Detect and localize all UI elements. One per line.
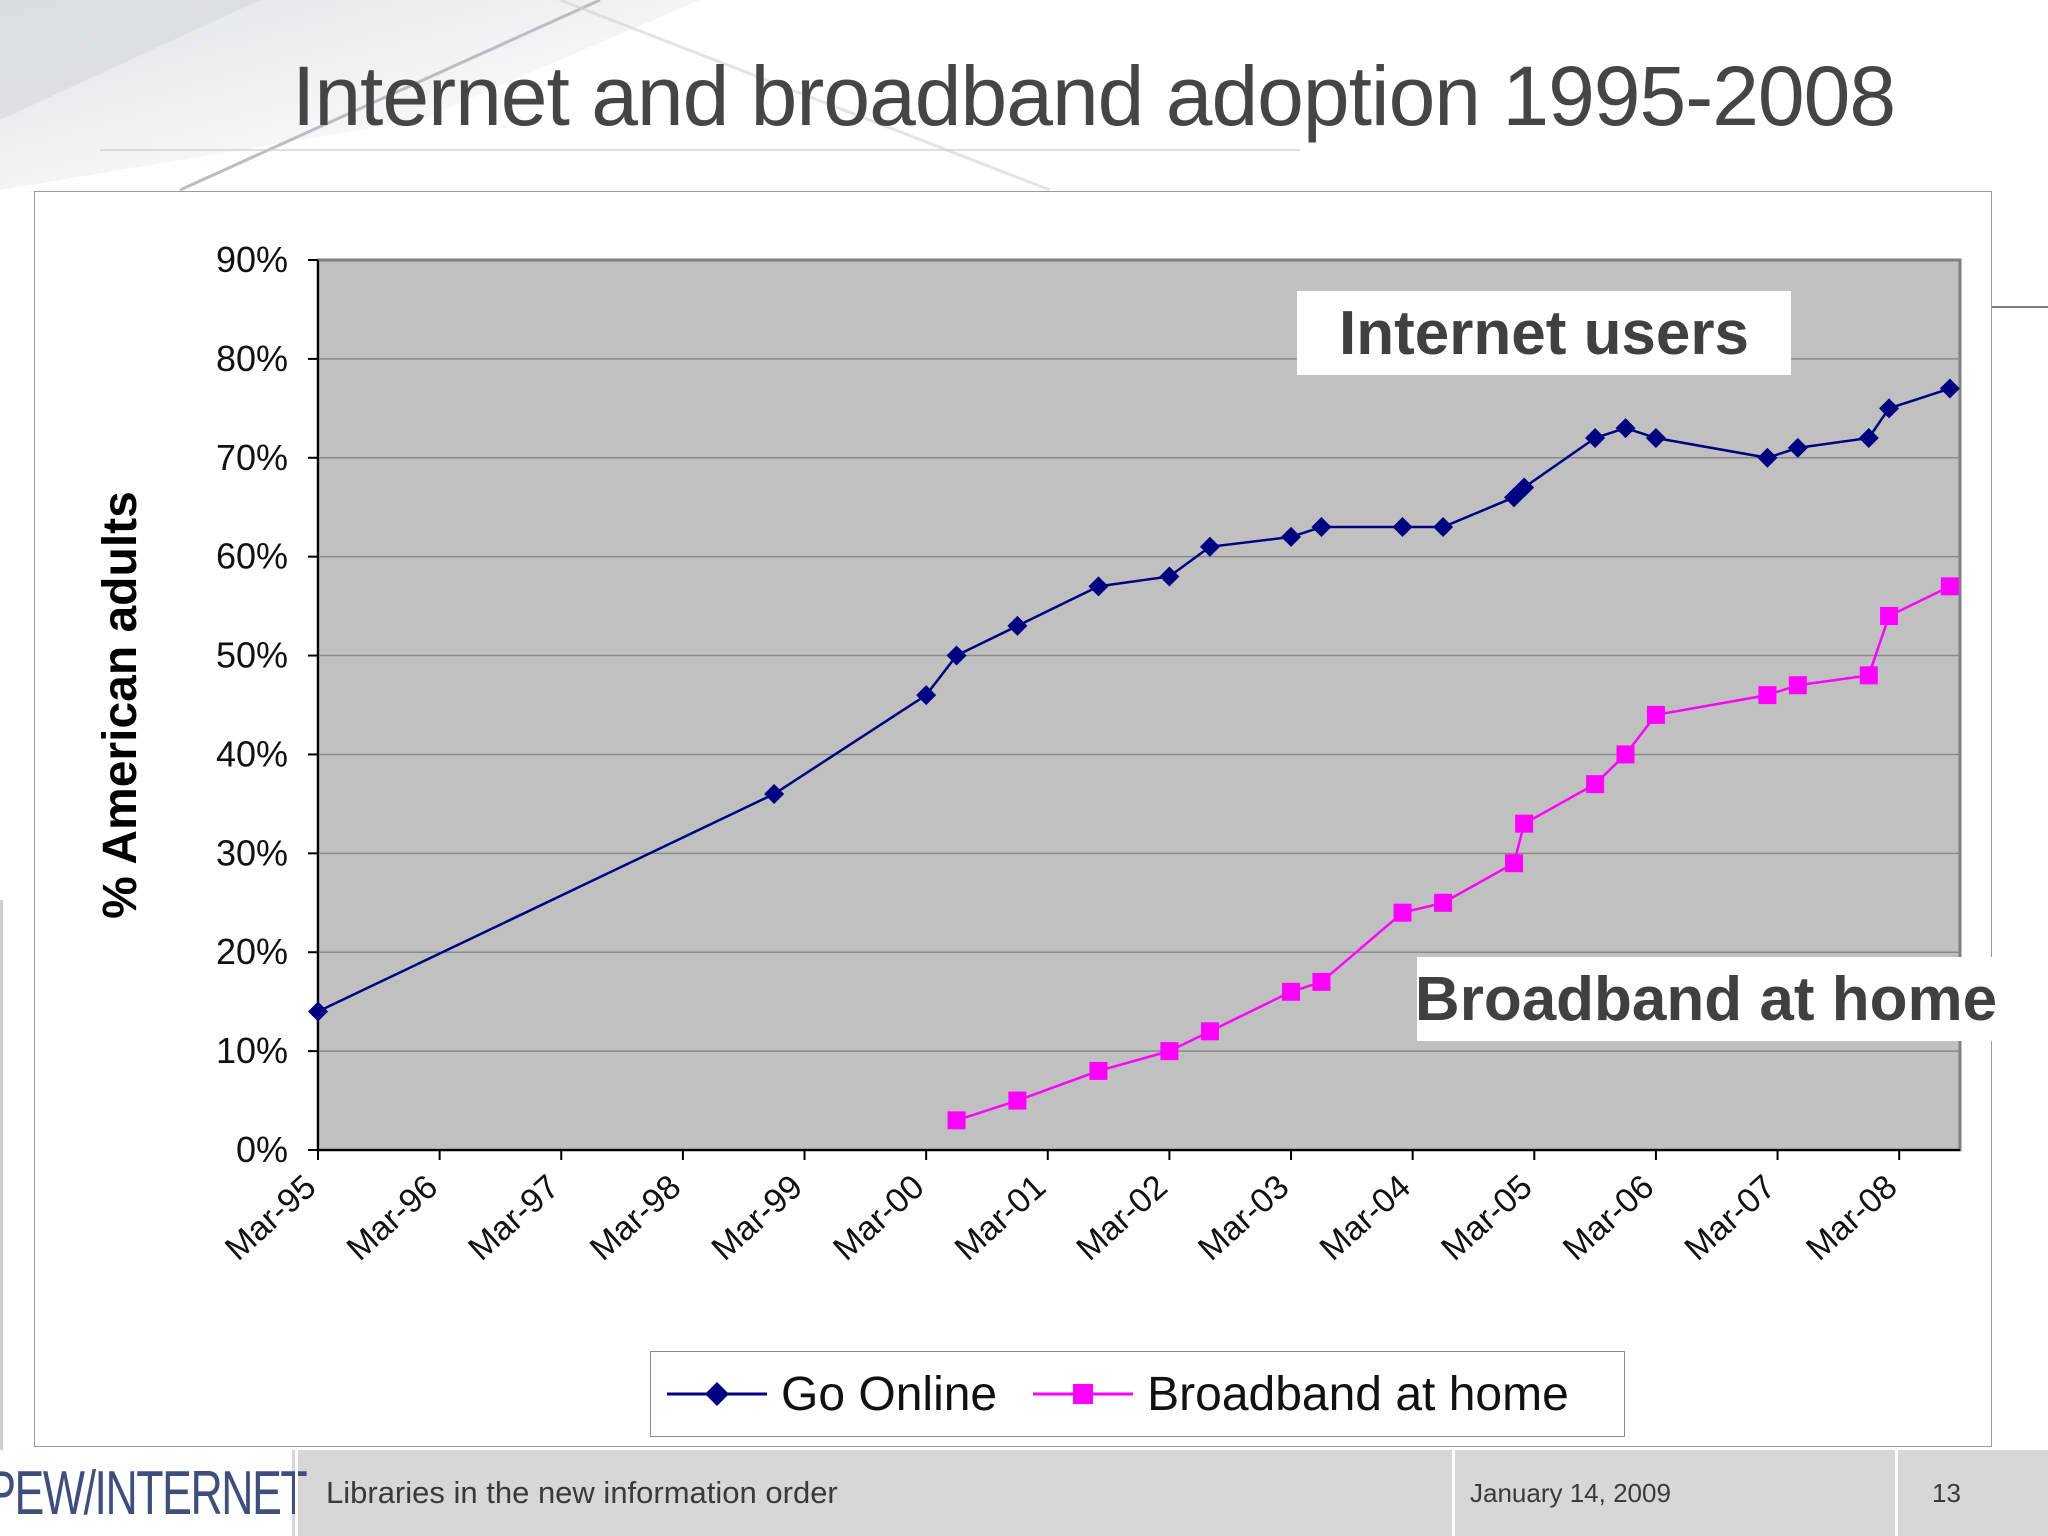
series-line-go-online xyxy=(317,387,1951,1013)
x-tick-label: Mar-01 xyxy=(948,1168,1053,1268)
legend-swatch-go-online xyxy=(667,1382,767,1406)
data-point-go-online xyxy=(1787,437,1808,458)
data-point-broadband xyxy=(1200,1022,1219,1041)
footer-divider xyxy=(1452,1450,1455,1536)
y-tick-label: 10% xyxy=(216,1030,288,1071)
x-tick-label: Mar-95 xyxy=(218,1168,323,1268)
broadband-at-home-callout: Broadband at home xyxy=(1415,957,1997,1041)
data-point-broadband xyxy=(1312,972,1331,991)
data-point-broadband xyxy=(1089,1061,1108,1080)
data-point-broadband xyxy=(1940,577,1959,596)
data-point-go-online xyxy=(1879,398,1900,419)
data-point-go-online xyxy=(1858,428,1879,448)
right-accent-line xyxy=(1992,306,2048,308)
chart-legend: Go Online Broadband at home xyxy=(650,1351,1625,1437)
y-tick-label: 50% xyxy=(216,635,288,676)
data-point-broadband xyxy=(1880,607,1899,625)
data-point-go-online xyxy=(1939,378,1960,399)
x-tick-label: Mar-05 xyxy=(1434,1168,1539,1268)
legend-label-broadband: Broadband at home xyxy=(1147,1367,1569,1421)
data-point-broadband xyxy=(1393,903,1412,922)
legend-item-broadband: Broadband at home xyxy=(1017,1352,1589,1436)
data-point-go-online xyxy=(764,784,785,804)
footer-date: January 14, 2009 xyxy=(1470,1477,1671,1508)
data-point-go-online xyxy=(1433,517,1454,537)
data-point-go-online xyxy=(1159,566,1180,587)
data-point-go-online xyxy=(1585,428,1606,448)
data-point-go-online xyxy=(1615,418,1636,439)
data-point-broadband xyxy=(1586,775,1605,794)
logo-text: PEW/INTERNET xyxy=(0,1458,307,1528)
x-tick-label: Mar-03 xyxy=(1191,1168,1296,1268)
data-point-broadband xyxy=(1859,666,1878,685)
x-tick-label: Mar-08 xyxy=(1799,1168,1904,1268)
data-point-go-online xyxy=(1757,447,1778,468)
x-tick-label: Mar-04 xyxy=(1313,1168,1418,1268)
data-point-broadband xyxy=(1160,1042,1179,1061)
x-tick-label: Mar-06 xyxy=(1556,1168,1661,1268)
y-axis-title: % American adults xyxy=(94,491,147,919)
data-point-broadband xyxy=(1758,686,1777,705)
data-point-go-online xyxy=(946,645,967,666)
data-point-broadband xyxy=(1505,854,1524,873)
data-point-broadband xyxy=(1434,893,1453,912)
data-point-broadband xyxy=(1646,705,1665,724)
page-number: 13 xyxy=(1932,1477,1961,1508)
data-point-broadband xyxy=(1616,745,1635,764)
x-tick-label: Mar-97 xyxy=(461,1168,566,1268)
series xyxy=(308,378,1960,1130)
data-point-go-online xyxy=(1088,576,1109,597)
data-point-go-online xyxy=(1514,477,1535,498)
x-tick-label: Mar-99 xyxy=(704,1168,809,1268)
x-tick-label: Mar-07 xyxy=(1677,1168,1782,1268)
legend-item-go-online: Go Online xyxy=(651,1352,1017,1436)
data-point-go-online xyxy=(1281,526,1302,547)
pew-internet-logo: PEW/INTERNET xyxy=(0,1450,307,1536)
slide-title: Internet and broadband adoption 1995-200… xyxy=(292,49,1896,143)
data-point-broadband xyxy=(947,1111,966,1130)
slide-footer: PEW/INTERNET Libraries in the new inform… xyxy=(0,1450,2048,1536)
data-point-go-online xyxy=(1311,517,1332,537)
y-tick-label: 70% xyxy=(216,437,288,478)
data-point-broadband xyxy=(1515,814,1534,833)
internet-users-callout: Internet users xyxy=(1297,291,1791,375)
y-tick-label: 30% xyxy=(216,832,288,873)
data-point-broadband xyxy=(1008,1091,1027,1110)
data-point-go-online xyxy=(1007,615,1028,636)
x-tick-label: Mar-02 xyxy=(1069,1168,1174,1268)
data-point-go-online xyxy=(308,1001,328,1022)
y-tick-label: 40% xyxy=(216,733,288,774)
data-point-go-online xyxy=(1504,487,1525,508)
y-tick-label: 20% xyxy=(216,931,288,972)
y-tick-label: 90% xyxy=(216,239,288,280)
data-point-go-online xyxy=(1645,428,1666,448)
x-tick-label: Mar-96 xyxy=(340,1168,445,1268)
x-tick-label: Mar-00 xyxy=(826,1168,931,1268)
data-point-go-online xyxy=(916,685,937,706)
y-tick-label: 80% xyxy=(216,338,288,379)
data-point-go-online xyxy=(1392,517,1413,537)
grid-lines xyxy=(318,358,1960,1052)
y-tick-label: 60% xyxy=(216,536,288,577)
footer-divider xyxy=(295,1450,298,1536)
y-tick-label: 0% xyxy=(236,1129,288,1170)
footer-divider xyxy=(1895,1450,1898,1536)
data-point-broadband xyxy=(1788,676,1807,695)
footer-subtitle: Libraries in the new information order xyxy=(326,1475,838,1510)
data-point-broadband xyxy=(1282,982,1301,1001)
legend-label-go-online: Go Online xyxy=(781,1367,998,1421)
legend-swatch-broadband xyxy=(1033,1384,1134,1404)
data-point-go-online xyxy=(1199,536,1220,557)
x-tick-label: Mar-98 xyxy=(583,1168,688,1268)
